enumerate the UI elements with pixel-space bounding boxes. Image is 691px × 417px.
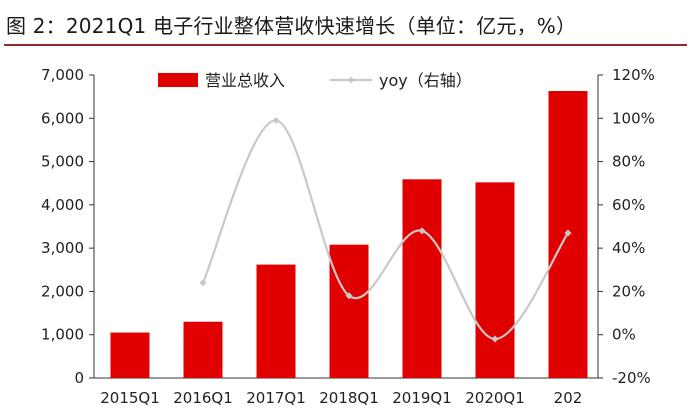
yoy-point [272,116,280,124]
left-tick-label: 0 [74,369,84,387]
right-tick-label: 80% [612,153,645,171]
left-tick-label: 7,000 [41,66,84,84]
right-tick-label: 100% [612,109,655,127]
left-tick-label: 5,000 [41,153,84,171]
right-tick-label: 60% [612,196,645,214]
left-tick-label: 6,000 [41,109,84,127]
revenue-bar [183,321,223,378]
legend-marker-yoy [347,76,355,84]
right-tick-label: 0% [612,326,636,344]
title-divider [4,44,687,46]
x-tick-label: 2015Q1 [100,389,160,407]
left-tick-label: 3,000 [41,239,84,257]
revenue-bar [329,244,369,378]
left-tick-label: 2,000 [41,282,84,300]
chart-title: 图 2：2021Q1 电子行业整体营收快速增长（单位：亿元，%） [6,14,577,38]
x-tick-label: 2016Q1 [173,389,233,407]
x-tick-label: 2018Q1 [319,389,379,407]
x-tick-label: 202 [554,389,583,407]
revenue-bar [475,182,515,378]
x-tick-label: 2020Q1 [465,389,525,407]
legend-swatch-revenue [158,73,198,87]
right-tick-label: 120% [612,66,655,84]
left-tick-label: 4,000 [41,196,84,214]
revenue-bar [110,332,150,378]
legend-label-yoy: yoy（右轴） [379,71,472,90]
yoy-point [199,279,207,287]
yoy-point [564,229,572,237]
revenue-bar [256,264,296,378]
yoy-point [418,227,426,235]
x-tick-label: 2017Q1 [246,389,306,407]
revenue-bar [402,179,442,378]
left-tick-label: 1,000 [41,326,84,344]
yoy-point [345,292,353,300]
right-tick-label: 20% [612,282,645,300]
right-tick-label: -20% [612,369,651,387]
x-tick-label: 2019Q1 [392,389,452,407]
legend-label-revenue: 营业总收入 [205,71,285,90]
yoy-point [491,335,499,343]
right-tick-label: 40% [612,239,645,257]
